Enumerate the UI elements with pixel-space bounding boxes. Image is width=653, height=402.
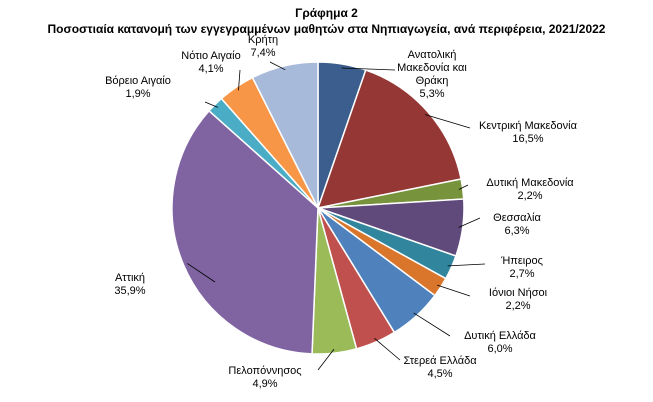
pie-slice xyxy=(251,61,319,209)
leader-line xyxy=(204,101,218,108)
value-label: 5,3% xyxy=(419,88,445,100)
category-label: Στερεά Ελλάδα xyxy=(403,355,477,367)
value-label: 35,9% xyxy=(114,285,146,297)
value-label: 4,1% xyxy=(198,63,224,75)
slice-label: Θεσσαλία 6,3% xyxy=(477,212,557,238)
slice-label: Αττική 35,9% xyxy=(90,272,170,298)
leader-line xyxy=(458,217,481,228)
leader-line xyxy=(437,284,471,297)
category-label: Ανατολική Μακεδονία και Θράκη xyxy=(397,49,467,87)
category-label: Δυτική Μακεδονία xyxy=(486,177,574,189)
category-label: Νότιο Αιγαίο xyxy=(181,50,241,62)
value-label: 4,9% xyxy=(252,378,278,390)
slice-label: Πελοπόννησος 4,9% xyxy=(215,365,315,391)
value-label: 4,5% xyxy=(427,368,453,380)
value-label: 6,3% xyxy=(504,225,530,237)
leader-line xyxy=(447,263,486,267)
category-label: Δυτική Ελλάδα xyxy=(464,330,536,342)
leader-line xyxy=(238,69,241,91)
leader-line xyxy=(269,61,286,71)
category-label: Κεντρική Μακεδονία xyxy=(479,120,577,132)
leader-line xyxy=(424,114,471,129)
slice-label: Δυτική Μακεδονία 2,2% xyxy=(465,177,595,203)
slice-label: Ανατολική Μακεδονία και Θράκη 5,3% xyxy=(382,49,482,101)
category-label: Θεσσαλία xyxy=(493,212,541,224)
slice-label: Ήπειρος 2,7% xyxy=(482,255,562,281)
slice-label: Βόρειο Αιγαίο 1,9% xyxy=(93,75,183,101)
leader-line xyxy=(374,337,401,361)
chart-subtitle: Ποσοστιαία κατανομή των εγγεγραμμένων μα… xyxy=(47,22,606,36)
leader-line xyxy=(317,348,335,371)
leader-line xyxy=(458,184,469,190)
leader-line xyxy=(187,263,216,283)
chart-title: Γράφημα 2 xyxy=(295,6,358,20)
value-label: 6,0% xyxy=(487,343,513,355)
value-label: 2,7% xyxy=(509,268,535,280)
slice-label: Ιόνιοι Νήσοι 2,2% xyxy=(473,287,563,313)
value-label: 16,5% xyxy=(512,133,544,145)
leader-line xyxy=(413,312,451,337)
pie-slice xyxy=(171,109,319,355)
category-label: Κρήτη xyxy=(247,34,279,46)
category-label: Ήπειρος xyxy=(501,255,543,267)
slice-label: Κεντρική Μακεδονία 16,5% xyxy=(463,120,593,146)
slice-label: Κρήτη 7,4% xyxy=(233,34,293,60)
category-label: Πελοπόννησος xyxy=(228,365,302,377)
pie-slice xyxy=(316,69,462,209)
value-label: 7,4% xyxy=(250,47,276,59)
category-label: Ιόνιοι Νήσοι xyxy=(488,287,548,299)
category-label: Αττική xyxy=(114,272,146,284)
slice-label: Στερεά Ελλάδα 4,5% xyxy=(390,355,490,381)
slice-label: Νότιο Αιγαίο 4,1% xyxy=(166,50,256,76)
leader-line xyxy=(341,67,396,71)
slice-label: Δυτική Ελλάδα 6,0% xyxy=(450,330,550,356)
value-label: 1,9% xyxy=(125,88,151,100)
category-label: Βόρειο Αιγαίο xyxy=(105,75,171,87)
value-label: 2,2% xyxy=(517,190,543,202)
value-label: 2,2% xyxy=(505,300,531,312)
